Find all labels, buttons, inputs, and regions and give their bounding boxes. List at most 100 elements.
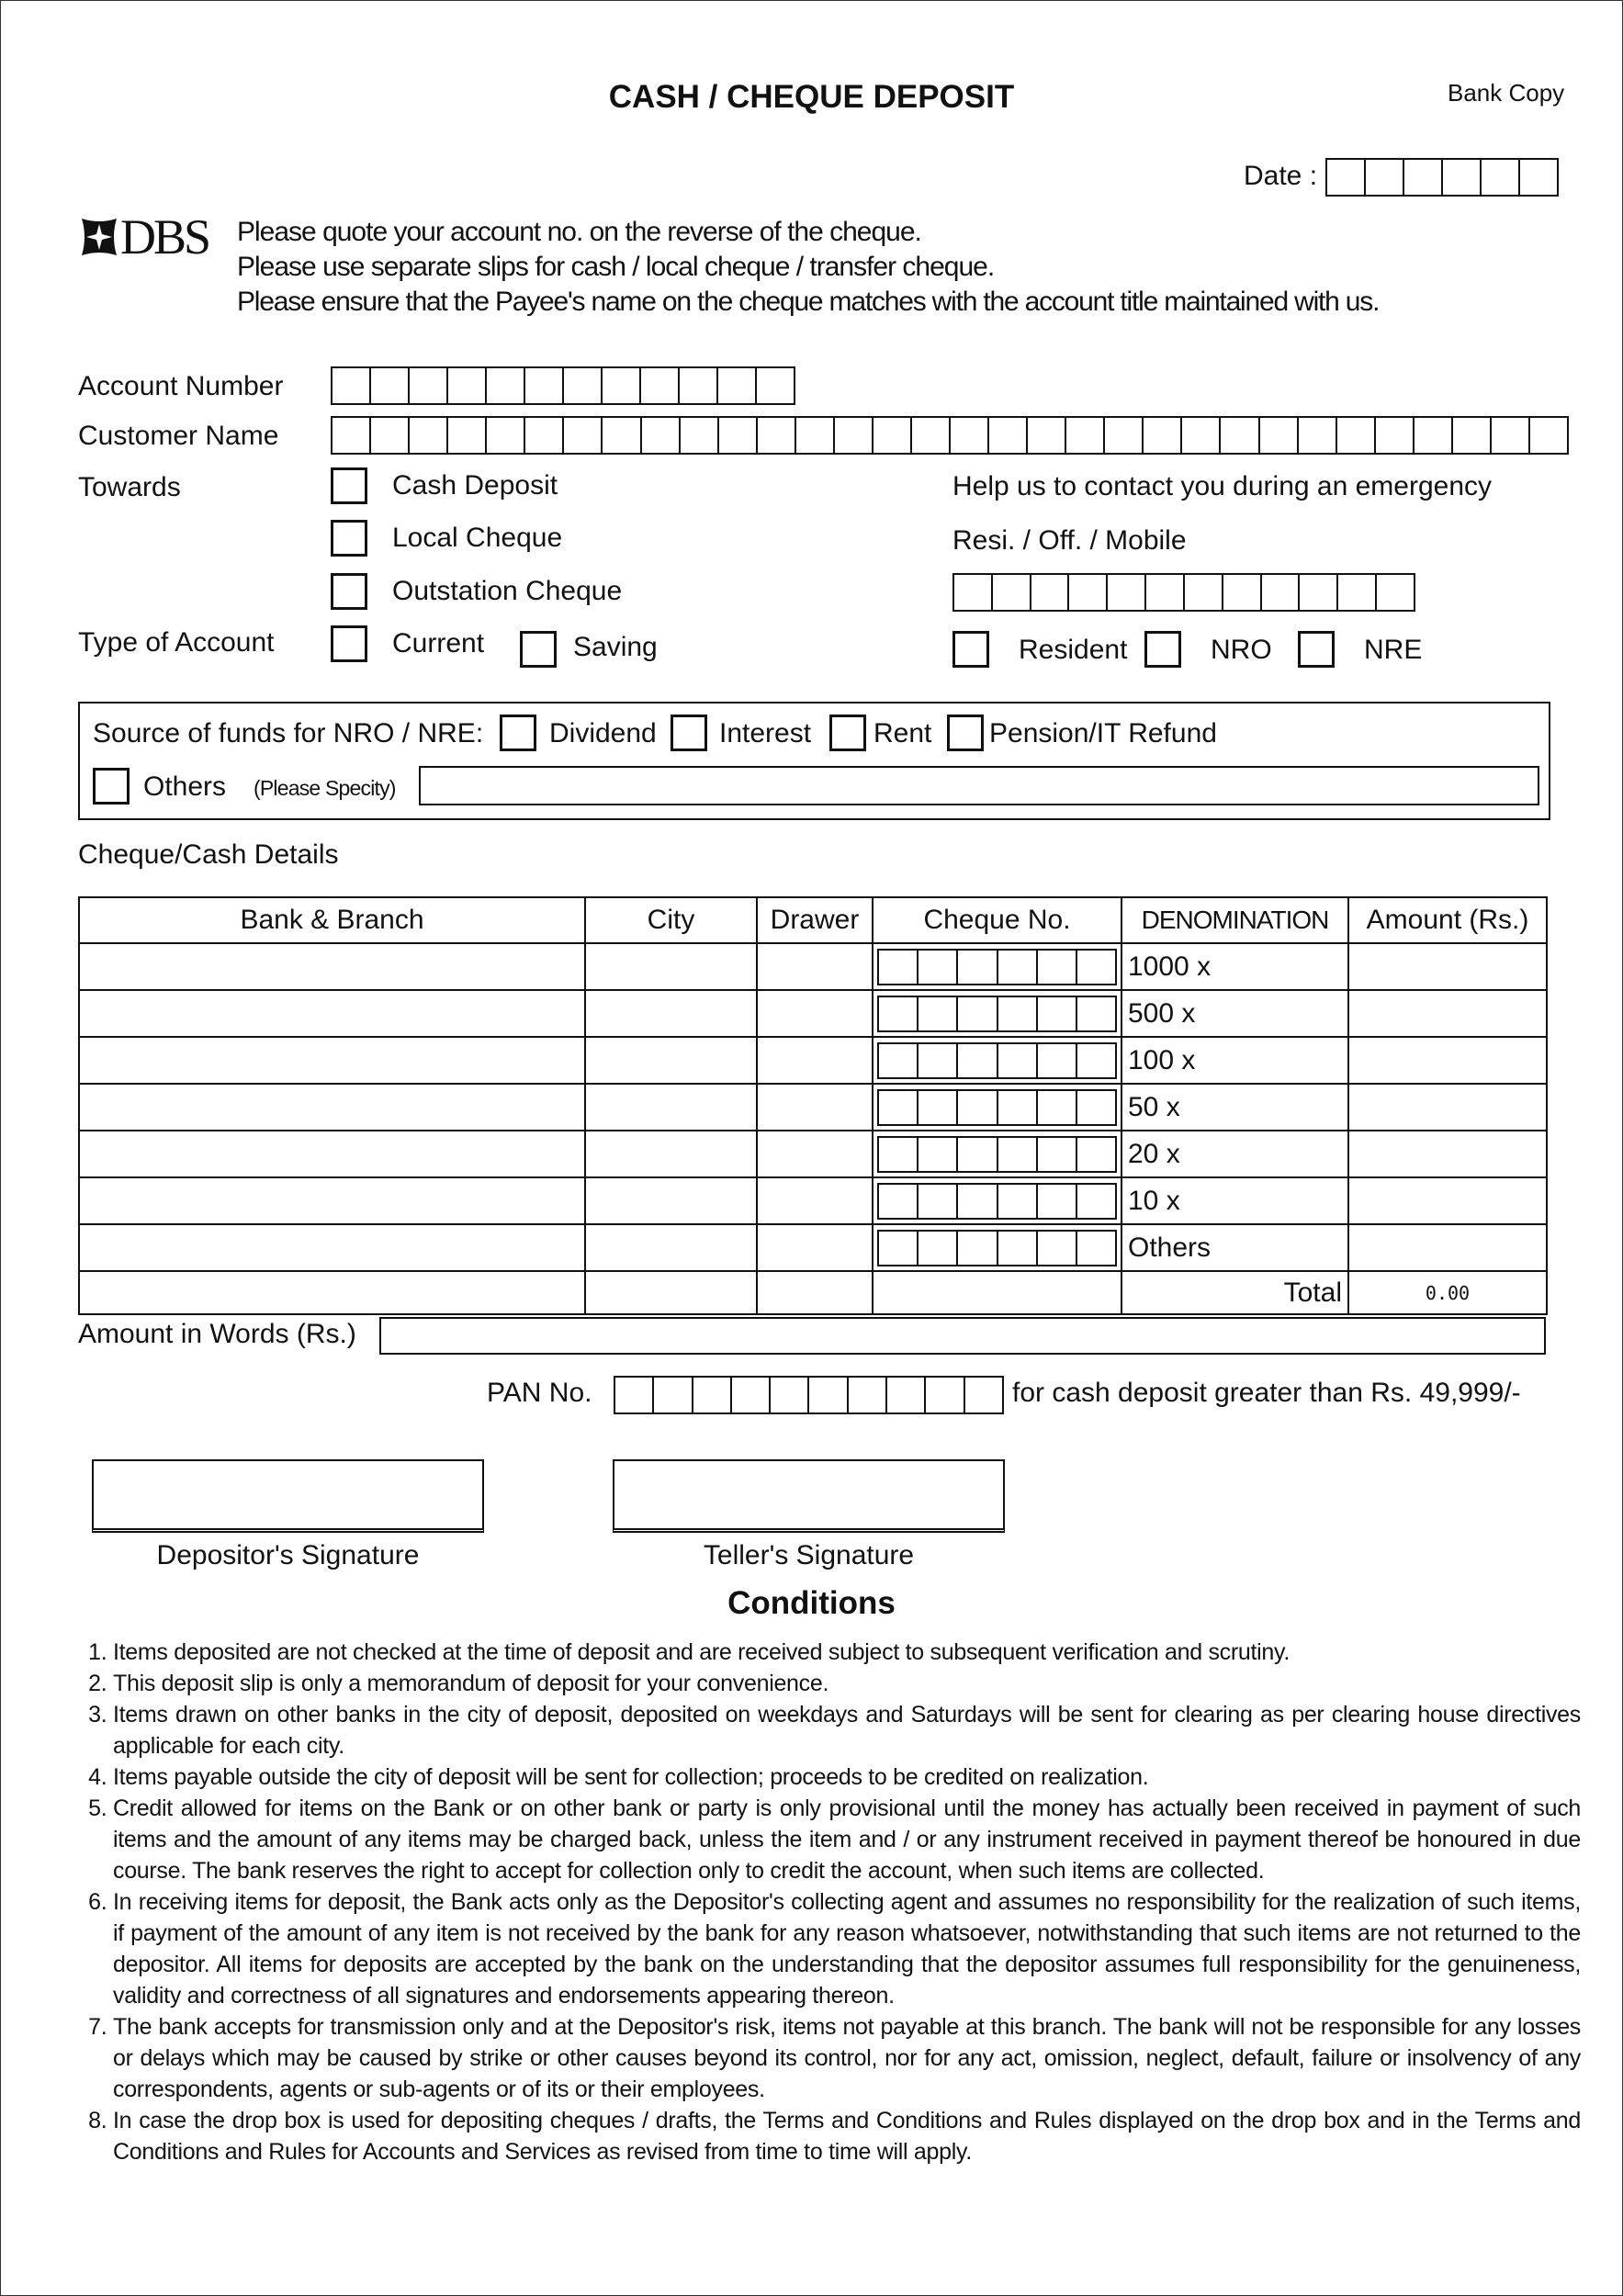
character-cell[interactable]: [1366, 160, 1404, 195]
character-cell[interactable]: [1337, 418, 1376, 453]
character-cell[interactable]: [654, 1378, 693, 1412]
amount-cell[interactable]: [1347, 1130, 1548, 1178]
amount-cell[interactable]: [1347, 942, 1548, 991]
cheque-no-cell[interactable]: [872, 1036, 1122, 1085]
customer-name-field[interactable]: [331, 416, 1569, 455]
character-cell[interactable]: [448, 368, 487, 403]
character-cell[interactable]: [958, 996, 998, 1030]
character-cell[interactable]: [1327, 160, 1366, 195]
interest-checkbox[interactable]: [671, 715, 707, 751]
character-cell[interactable]: [965, 1378, 1002, 1412]
character-cell[interactable]: [887, 1378, 927, 1412]
character-cell[interactable]: [879, 1231, 919, 1265]
teller-signature-box[interactable]: [613, 1459, 1005, 1533]
character-cell[interactable]: [1414, 418, 1453, 453]
character-cell[interactable]: [912, 418, 951, 453]
character-cell[interactable]: [926, 1378, 965, 1412]
character-cell[interactable]: [603, 368, 641, 403]
cheque-no-cell[interactable]: [872, 1223, 1122, 1272]
cheque-number-field[interactable]: [877, 1182, 1117, 1220]
city-cell[interactable]: [584, 1130, 758, 1178]
character-cell[interactable]: [998, 1090, 1038, 1124]
character-cell[interactable]: [1077, 951, 1115, 984]
bank-branch-cell[interactable]: [78, 1130, 586, 1178]
bank-branch-cell[interactable]: [78, 1223, 586, 1272]
character-cell[interactable]: [1299, 418, 1337, 453]
character-cell[interactable]: [487, 418, 526, 453]
character-cell[interactable]: [954, 575, 993, 610]
character-cell[interactable]: [1221, 418, 1260, 453]
character-cell[interactable]: [719, 418, 758, 453]
cash-deposit-checkbox[interactable]: [331, 467, 367, 504]
city-cell[interactable]: [584, 1270, 758, 1315]
bank-branch-cell[interactable]: [78, 1083, 586, 1131]
character-cell[interactable]: [757, 368, 794, 403]
character-cell[interactable]: [1038, 1137, 1077, 1171]
character-cell[interactable]: [525, 368, 564, 403]
current-checkbox[interactable]: [331, 625, 367, 662]
character-cell[interactable]: [919, 950, 959, 984]
character-cell[interactable]: [525, 418, 565, 453]
account-number-field[interactable]: [331, 366, 795, 405]
character-cell[interactable]: [332, 418, 372, 453]
character-cell[interactable]: [1146, 575, 1185, 610]
character-cell[interactable]: [919, 1137, 959, 1171]
character-cell[interactable]: [796, 418, 835, 453]
bank-branch-cell[interactable]: [78, 1036, 586, 1085]
character-cell[interactable]: [835, 418, 873, 453]
character-cell[interactable]: [1492, 418, 1530, 453]
character-cell[interactable]: [1066, 418, 1106, 453]
character-cell[interactable]: [1105, 418, 1144, 453]
nro-checkbox[interactable]: [1144, 631, 1181, 668]
character-cell[interactable]: [998, 996, 1038, 1030]
character-cell[interactable]: [919, 1184, 959, 1218]
character-cell[interactable]: [1038, 1184, 1077, 1218]
date-field[interactable]: [1325, 158, 1559, 197]
depositor-signature-box[interactable]: [92, 1459, 484, 1533]
drawer-cell[interactable]: [756, 1270, 873, 1315]
rent-checkbox[interactable]: [829, 715, 866, 751]
saving-checkbox[interactable]: [520, 631, 557, 668]
local-cheque-checkbox[interactable]: [331, 520, 367, 557]
city-cell[interactable]: [584, 1176, 758, 1225]
character-cell[interactable]: [849, 1378, 888, 1412]
character-cell[interactable]: [919, 996, 959, 1030]
amount-cell[interactable]: [1347, 1083, 1548, 1131]
character-cell[interactable]: [879, 996, 919, 1030]
character-cell[interactable]: [998, 1231, 1038, 1265]
cheque-no-cell[interactable]: [872, 989, 1122, 1038]
city-cell[interactable]: [584, 1083, 758, 1131]
amount-cell[interactable]: [1347, 1223, 1548, 1272]
character-cell[interactable]: [1376, 418, 1414, 453]
character-cell[interactable]: [680, 368, 718, 403]
character-cell[interactable]: [1404, 160, 1443, 195]
character-cell[interactable]: [448, 418, 488, 453]
character-cell[interactable]: [371, 368, 410, 403]
character-cell[interactable]: [958, 1043, 998, 1077]
cheque-number-field[interactable]: [877, 948, 1117, 985]
character-cell[interactable]: [873, 418, 912, 453]
amount-cell[interactable]: [1347, 1176, 1548, 1225]
others-checkbox[interactable]: [93, 768, 130, 805]
character-cell[interactable]: [998, 1043, 1038, 1077]
character-cell[interactable]: [1300, 575, 1339, 610]
character-cell[interactable]: [879, 1184, 919, 1218]
others-specify-input[interactable]: [419, 766, 1539, 805]
character-cell[interactable]: [1069, 575, 1109, 610]
character-cell[interactable]: [1077, 1138, 1115, 1171]
character-cell[interactable]: [1077, 1091, 1115, 1124]
character-cell[interactable]: [681, 418, 719, 453]
character-cell[interactable]: [989, 418, 1029, 453]
bank-branch-cell[interactable]: [78, 942, 586, 991]
character-cell[interactable]: [998, 1137, 1038, 1171]
dividend-checkbox[interactable]: [500, 715, 536, 751]
city-cell[interactable]: [584, 1036, 758, 1085]
character-cell[interactable]: [603, 418, 642, 453]
character-cell[interactable]: [1144, 418, 1183, 453]
drawer-cell[interactable]: [756, 1083, 873, 1131]
character-cell[interactable]: [958, 950, 998, 984]
cheque-number-field[interactable]: [877, 1041, 1117, 1079]
character-cell[interactable]: [1530, 418, 1567, 453]
cheque-number-field[interactable]: [877, 1088, 1117, 1126]
bank-branch-cell[interactable]: [78, 1176, 586, 1225]
